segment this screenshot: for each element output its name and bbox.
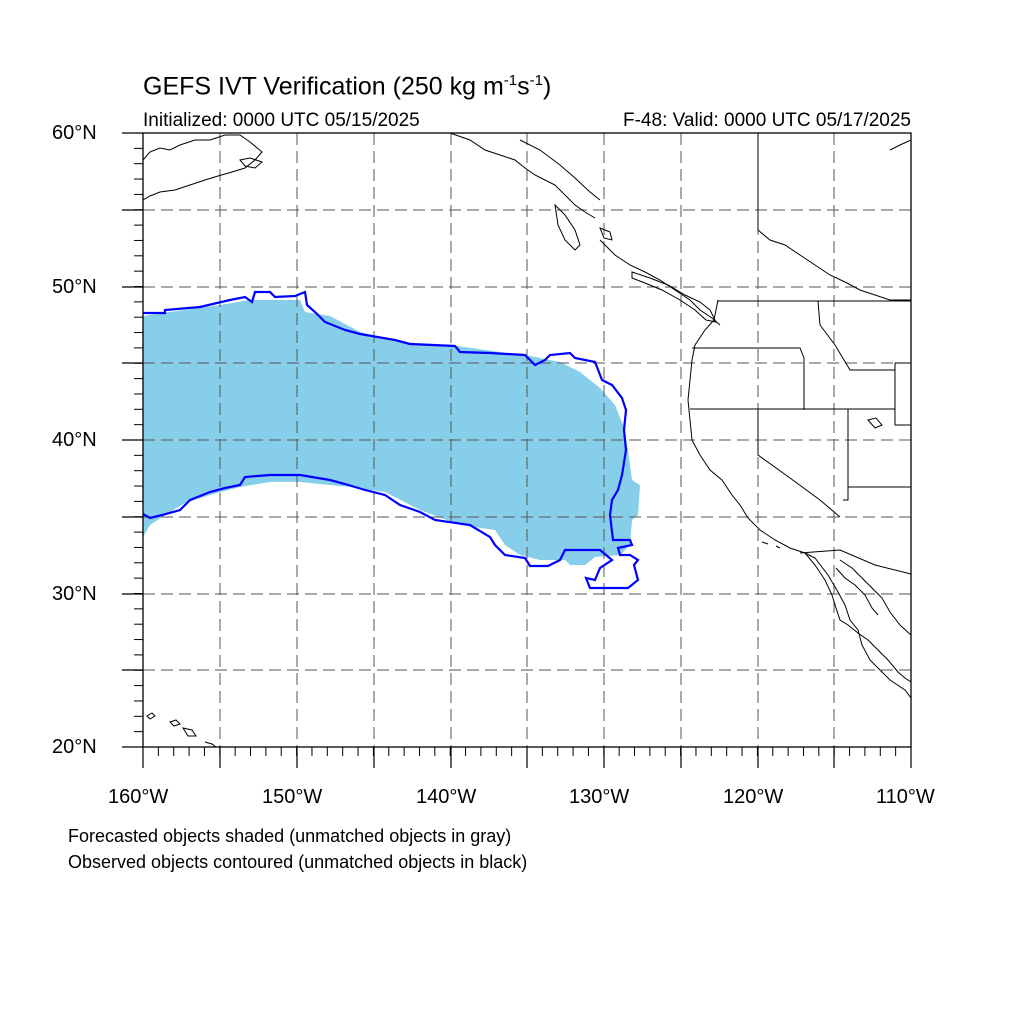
coastlines — [143, 133, 911, 747]
footer-forecast-note: Forecasted objects shaded (unmatched obj… — [68, 826, 512, 846]
lon-label-160w: 160°W — [108, 786, 169, 808]
lon-label-110w: 110°W — [876, 786, 935, 808]
lat-label-40: 40°N — [52, 429, 97, 451]
footer-observed-note: Observed objects contoured (unmatched ob… — [68, 852, 528, 872]
political-boundaries — [690, 133, 911, 575]
lat-label-30: 30°N — [52, 583, 97, 605]
observed-object-contour — [142, 290, 640, 590]
lat-label-50: 50°N — [52, 276, 97, 298]
initialized-time: Initialized: 0000 UTC 05/15/2025 — [143, 110, 420, 131]
forecast-object-shading — [143, 300, 640, 565]
lon-label-120w: 120°W — [723, 786, 784, 808]
lat-label-20: 20°N — [52, 736, 97, 758]
plot-title: GEFS IVT Verification (250 kg m-1s-1) — [143, 72, 552, 101]
axis-minor-ticks — [134, 132, 912, 756]
lon-label-150w: 150°W — [262, 786, 323, 808]
lat-label-60: 60°N — [52, 122, 97, 144]
lon-label-130w: 130°W — [569, 786, 630, 808]
graticule — [143, 133, 911, 747]
valid-time: F-48: Valid: 0000 UTC 05/17/2025 — [623, 110, 911, 131]
lon-label-140w: 140°W — [416, 786, 477, 808]
